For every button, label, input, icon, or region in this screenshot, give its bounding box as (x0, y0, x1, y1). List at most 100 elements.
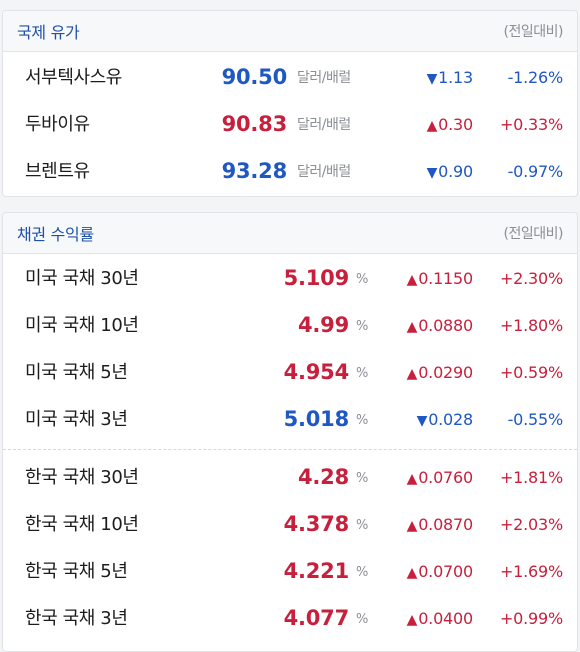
item-unit: % (356, 413, 368, 428)
item-value: 4.954 (283, 360, 350, 384)
bond-card-header[interactable]: 채권 수익률 (전일대비) (3, 213, 577, 254)
item-change-percent: -0.55% (507, 410, 564, 429)
item-change-percent: -0.97% (507, 162, 564, 181)
item-value: 90.50 (221, 65, 288, 89)
item-unit: % (356, 612, 368, 627)
oil-card-title: 국제 유가 (17, 23, 80, 42)
item-change-percent: -1.26% (507, 68, 564, 87)
item-value: 4.28 (297, 465, 349, 489)
oil-price-card: 국제 유가 (전일대비) 서부텍사스유 90.50 달러/배럴 ▼1.13 -1.26%… (2, 10, 578, 197)
bond-row[interactable]: 미국 국채 5년 4.954% ▲0.0290 +0.59% (3, 349, 577, 396)
item-change-amount: 0.90 (438, 162, 473, 181)
item-unit: 달러/배럴 (297, 164, 351, 180)
bond-row[interactable]: 미국 국채 10년 4.99% ▲0.0880 +1.80% (3, 302, 577, 349)
item-change-percent: +0.99% (499, 609, 563, 628)
item-value: 4.378 (283, 512, 350, 536)
item-value: 5.109 (283, 266, 350, 290)
item-change-percent: +1.69% (499, 562, 563, 581)
item-name: 한국 국채 30년 (25, 467, 139, 488)
item-change-amount: 0.028 (428, 410, 473, 429)
oil-row[interactable]: 브렌트유 93.28 달러/배럴 ▼0.90 -0.97% (3, 148, 577, 195)
item-value: 4.077 (283, 606, 350, 630)
item-change-amount: 0.0870 (418, 515, 473, 534)
item-name: 미국 국채 30년 (25, 268, 139, 289)
item-change-amount: 0.0400 (418, 609, 473, 628)
item-value: 90.83 (221, 112, 288, 136)
item-change: ▲0.1150 (406, 255, 474, 302)
item-change-percent: +0.59% (499, 363, 563, 382)
triangle-up-icon: ▲ (406, 612, 418, 628)
item-unit: 달러/배럴 (297, 70, 351, 86)
item-change-amount: 1.13 (438, 68, 473, 87)
item-change-amount: 0.0290 (418, 363, 473, 382)
item-unit: % (356, 272, 368, 287)
item-change: ▼1.13 (426, 54, 474, 101)
group-divider (3, 449, 577, 450)
item-change-percent: +1.81% (499, 468, 563, 487)
item-name: 미국 국채 10년 (25, 315, 139, 336)
item-unit: % (356, 366, 368, 381)
item-change-percent: +1.80% (499, 316, 563, 335)
item-unit: % (356, 319, 368, 334)
triangle-down-icon: ▼ (426, 71, 438, 87)
bond-row[interactable]: 한국 국채 30년 4.28% ▲0.0760 +1.81% (3, 454, 577, 501)
kr-bond-group: 한국 국채 30년 4.28% ▲0.0760 +1.81% 한국 국채 10년 4.37… (3, 454, 577, 642)
triangle-up-icon: ▲ (406, 272, 418, 288)
oil-row[interactable]: 두바이유 90.83 달러/배럴 ▲0.30 +0.33% (3, 101, 577, 148)
item-name: 두바이유 (25, 114, 90, 135)
item-change-amount: 0.1150 (418, 269, 473, 288)
item-name: 미국 국채 3년 (25, 409, 128, 430)
item-unit: 달러/배럴 (297, 117, 351, 133)
us-bond-group: 미국 국채 30년 5.109% ▲0.1150 +2.30% 미국 국채 10년 4.9… (3, 255, 577, 443)
oil-card-header[interactable]: 국제 유가 (전일대비) (3, 11, 577, 52)
triangle-up-icon: ▲ (406, 518, 418, 534)
bond-card-title: 채권 수익률 (17, 225, 94, 244)
item-change: ▲0.0880 (406, 302, 474, 349)
item-change: ▲0.0760 (406, 454, 474, 501)
bond-list: 미국 국채 30년 5.109% ▲0.1150 +2.30% 미국 국채 10년 4.9… (3, 255, 577, 642)
item-name: 미국 국채 5년 (25, 362, 128, 383)
item-name: 한국 국채 5년 (25, 561, 128, 582)
oil-list: 서부텍사스유 90.50 달러/배럴 ▼1.13 -1.26% 두바이유 90.83 달러/배… (3, 54, 577, 195)
oil-card-subtitle: (전일대비) (503, 24, 564, 40)
item-name: 서부텍사스유 (25, 67, 122, 88)
item-unit: % (356, 471, 368, 486)
oil-row[interactable]: 서부텍사스유 90.50 달러/배럴 ▼1.13 -1.26% (3, 54, 577, 101)
bond-row[interactable]: 한국 국채 5년 4.221% ▲0.0700 +1.69% (3, 548, 577, 595)
item-change: ▼0.028 (416, 396, 474, 443)
bond-row[interactable]: 한국 국채 10년 4.378% ▲0.0870 +2.03% (3, 501, 577, 548)
triangle-up-icon: ▲ (406, 319, 418, 335)
triangle-up-icon: ▲ (426, 118, 438, 134)
bond-card-subtitle: (전일대비) (503, 226, 564, 242)
item-change: ▼0.90 (426, 148, 474, 195)
item-value: 5.018 (283, 407, 350, 431)
item-change-amount: 0.30 (438, 115, 473, 134)
item-unit: % (356, 565, 368, 580)
item-change-percent: +0.33% (499, 115, 563, 134)
triangle-down-icon: ▼ (416, 413, 428, 429)
item-change-percent: +2.03% (499, 515, 563, 534)
item-change: ▲0.0290 (406, 349, 474, 396)
item-change-amount: 0.0880 (418, 316, 473, 335)
triangle-up-icon: ▲ (406, 471, 418, 487)
bond-yield-card: 채권 수익률 (전일대비) 미국 국채 30년 5.109% ▲0.1150 +2.3… (2, 212, 578, 652)
item-change: ▲0.0400 (406, 595, 474, 642)
bond-row[interactable]: 미국 국채 3년 5.018% ▼0.028 -0.55% (3, 396, 577, 443)
item-name: 한국 국채 10년 (25, 514, 139, 535)
triangle-down-icon: ▼ (426, 165, 438, 181)
item-value: 4.221 (283, 559, 350, 583)
bond-row[interactable]: 한국 국채 3년 4.077% ▲0.0400 +0.99% (3, 595, 577, 642)
item-change: ▲0.0700 (407, 548, 474, 595)
item-change-percent: +2.30% (499, 269, 563, 288)
item-value: 93.28 (221, 159, 288, 183)
item-change-amount: 0.0760 (418, 468, 473, 487)
item-change: ▲0.30 (426, 101, 474, 148)
item-change: ▲0.0870 (406, 501, 474, 548)
item-value: 4.99 (297, 313, 349, 337)
item-change-amount: 0.0700 (418, 562, 473, 581)
item-name: 한국 국채 3년 (25, 608, 128, 629)
triangle-up-icon: ▲ (406, 366, 418, 382)
bond-row[interactable]: 미국 국채 30년 5.109% ▲0.1150 +2.30% (3, 255, 577, 302)
item-unit: % (356, 518, 368, 533)
item-name: 브렌트유 (25, 161, 90, 182)
